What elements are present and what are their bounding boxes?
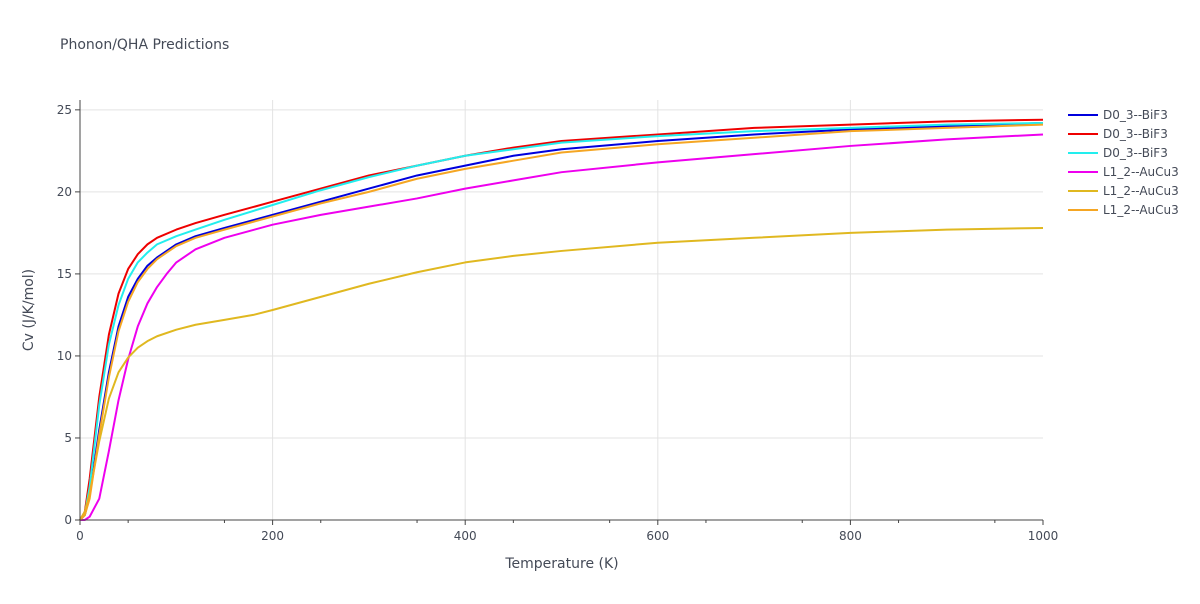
x-axis-title: Temperature (K) xyxy=(504,556,618,572)
y-tick-label: 0 xyxy=(64,513,72,527)
chart-title: Phonon/QHA Predictions xyxy=(60,37,230,53)
y-tick-label: 25 xyxy=(57,103,72,117)
legend-label: L1_2--AuCu3 xyxy=(1103,184,1179,198)
legend-item-3[interactable]: L1_2--AuCu3 xyxy=(1068,165,1179,179)
legend-label: L1_2--AuCu3 xyxy=(1103,165,1179,179)
legend-label: D0_3--BiF3 xyxy=(1103,146,1168,160)
x-tick-label: 600 xyxy=(646,529,669,543)
legend-item-2[interactable]: D0_3--BiF3 xyxy=(1068,146,1168,160)
legend-label: L1_2--AuCu3 xyxy=(1103,203,1179,217)
y-tick-label: 10 xyxy=(57,349,72,363)
x-tick-label: 400 xyxy=(454,529,477,543)
series-line-2 xyxy=(79,121,1044,521)
series-layer xyxy=(79,118,1044,521)
legend-item-5[interactable]: L1_2--AuCu3 xyxy=(1068,203,1179,217)
x-tick-label: 800 xyxy=(839,529,862,543)
x-tick-label: 200 xyxy=(261,529,284,543)
series-line-1 xyxy=(79,118,1044,521)
legend-item-0[interactable]: D0_3--BiF3 xyxy=(1068,108,1168,122)
x-tick-label: 1000 xyxy=(1028,529,1059,543)
legend-item-1[interactable]: D0_3--BiF3 xyxy=(1068,127,1168,141)
series-line-3 xyxy=(80,133,1044,521)
legend-label: D0_3--BiF3 xyxy=(1103,108,1168,122)
legend[interactable]: D0_3--BiF3 D0_3--BiF3 D0_3--BiF3 L1_2--AuCu… xyxy=(1068,108,1179,217)
y-tick-label: 15 xyxy=(57,267,72,281)
x-tick-label: 0 xyxy=(76,529,84,543)
series-line-4 xyxy=(79,226,1044,521)
y-tick-label: 5 xyxy=(64,431,72,445)
series-line-0 xyxy=(79,121,1044,521)
legend-label: D0_3--BiF3 xyxy=(1103,127,1168,141)
y-tick-label: 20 xyxy=(57,185,72,199)
legend-item-4[interactable]: L1_2--AuCu3 xyxy=(1068,184,1179,198)
gridlines xyxy=(80,100,1043,520)
series-line-5 xyxy=(79,123,1044,521)
y-axis-title: Cv (J/K/mol) xyxy=(21,269,37,351)
axes: 0 5 10 15 20 25 0 200 400 600 800 1000 xyxy=(57,100,1059,543)
